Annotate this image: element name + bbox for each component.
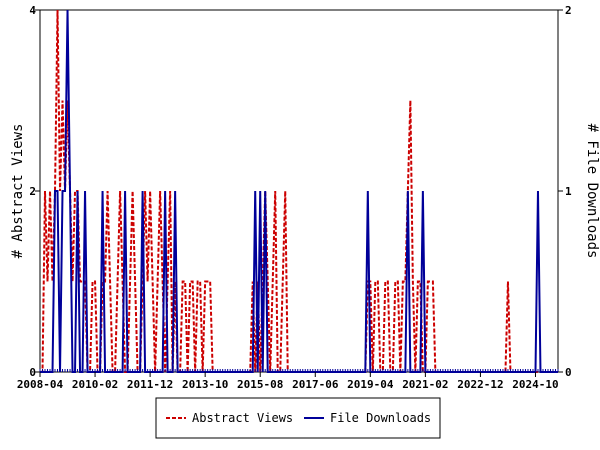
x-tick-label: 2011-12: [127, 378, 173, 391]
legend-label-file-downloads: File Downloads: [330, 411, 431, 425]
legend-box: [155, 397, 441, 439]
x-tick-label: 2024-10: [512, 378, 558, 391]
legend: Abstract Views File Downloads: [155, 397, 441, 439]
plot-area: [39, 9, 559, 373]
legend-label-abstract-views: Abstract Views: [192, 411, 293, 425]
x-tick-label: 2017-06: [292, 378, 339, 391]
x-tick-label: 2008-04: [17, 378, 64, 391]
y-axis-title-right: # File Downloads: [584, 124, 600, 259]
x-tick-label: 2015-08: [237, 378, 283, 391]
y-right-tick-label: 1: [565, 185, 572, 198]
series-line-file-downloads: [40, 9, 558, 373]
x-tick-label: 2010-02: [72, 378, 118, 391]
y-axis-title-left: # Abstract Views: [10, 124, 26, 259]
y-left-tick-label: 4: [29, 4, 36, 17]
y-right-tick-label: 0: [565, 366, 572, 379]
x-tick-label: 2019-04: [347, 378, 394, 391]
x-tick-label: 2021-02: [402, 378, 448, 391]
y-left-tick-label: 2: [29, 185, 36, 198]
x-tick-label: 2022-12: [457, 378, 503, 391]
x-tick-label: 2013-10: [182, 378, 228, 391]
y-left-tick-label: 0: [29, 366, 36, 379]
y-right-tick-label: 2: [565, 4, 572, 17]
